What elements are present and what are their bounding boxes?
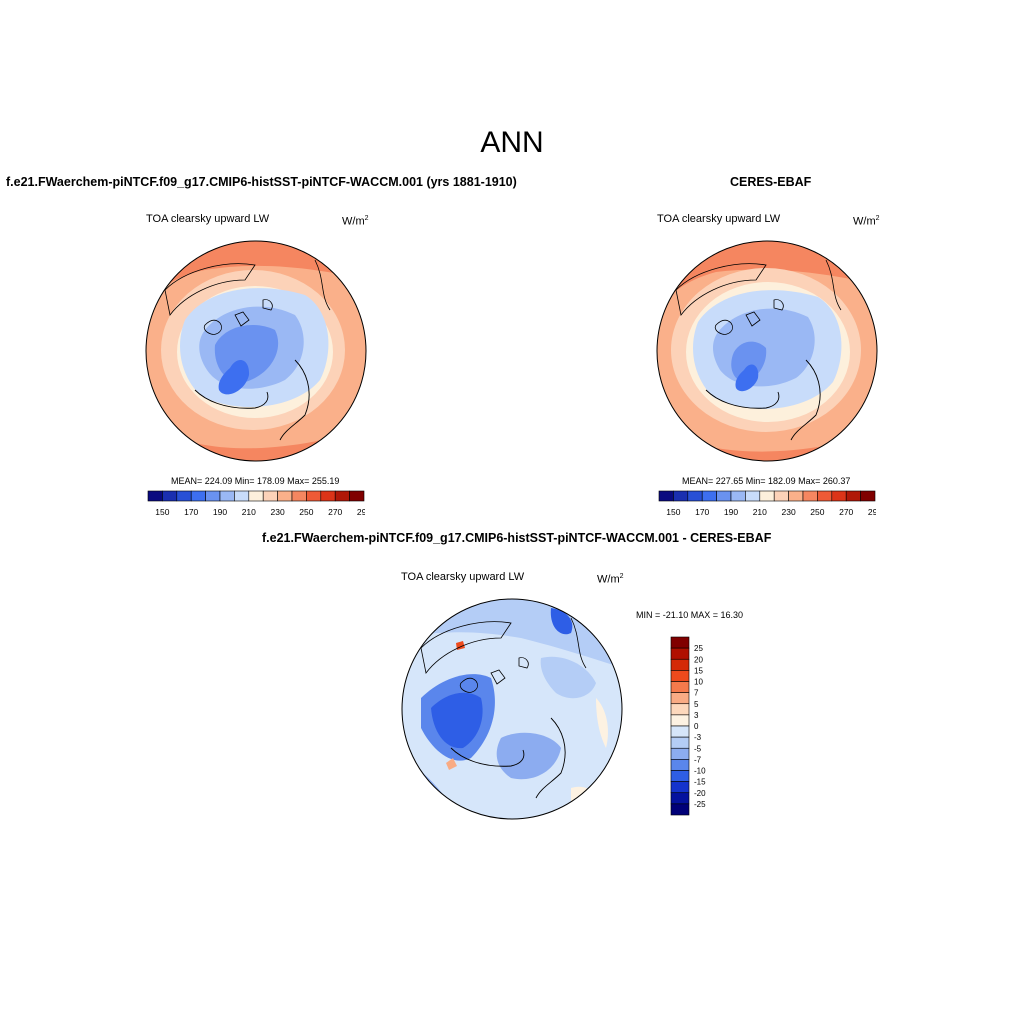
obs-colorbar-cell [701, 490, 717, 502]
model-colorbar-tick-label: 230 [271, 507, 285, 517]
diff-colorbar-label: 7 [694, 689, 699, 698]
diff-colorbar-label: 25 [694, 644, 703, 653]
diff-colorbar-cell [670, 714, 690, 727]
obs-polar-map [656, 240, 878, 462]
obs-colorbar-cell [788, 490, 804, 502]
diff-colorbar-label: -15 [694, 778, 706, 787]
diff-colorbar-cell [670, 781, 690, 794]
diff-unit-label: W/m2 [597, 573, 624, 586]
diff-colorbar-cell [670, 803, 690, 816]
obs-colorbar-cell [716, 490, 732, 502]
model-colorbar-tick-label: 210 [242, 507, 256, 517]
diff-colorbar-cell [670, 736, 690, 749]
diff-stats: MIN = -21.10 MAX = 16.30 [636, 610, 744, 620]
obs-colorbar-cell [817, 490, 833, 502]
diff-colorbar-cell [670, 636, 690, 649]
model-colorbar-cell [234, 490, 250, 502]
diff-colorbar-cell [670, 703, 690, 716]
obs-colorbar-cell [759, 490, 775, 502]
obs-colorbar-cell [831, 490, 847, 502]
obs-colorbar-tick-label: 190 [724, 507, 738, 517]
model-colorbar-tick-label: 170 [184, 507, 198, 517]
model-colorbar-cell [349, 490, 365, 502]
obs-colorbar-tick-label: 270 [839, 507, 853, 517]
diff-colorbar-cell [670, 759, 690, 771]
diff-colorbar-cell [670, 747, 690, 760]
obs-colorbar-tick-label: 170 [695, 507, 709, 517]
model-colorbar-cell [219, 490, 235, 502]
figure-title: ANN [480, 126, 544, 159]
diff-colorbar-label: -5 [694, 744, 702, 753]
model-colorbar-cell [320, 490, 336, 502]
diff-colorbar-cell [670, 647, 690, 660]
obs-colorbar-tick-label: 210 [753, 507, 767, 517]
model-colorbar-cell [190, 490, 206, 502]
diff-colorbar-label: -20 [694, 789, 706, 798]
model-colorbar-cell [277, 490, 293, 502]
model-colorbar-cell [306, 490, 322, 502]
diff-variable-label: TOA clearsky upward LW [401, 571, 525, 583]
model-colorbar-cell [205, 490, 221, 502]
obs-stats: MEAN= 227.65 Min= 182.09 Max= 260.37 [682, 476, 851, 486]
model-colorbar: 150 170 190 210 230 250 270 290 [147, 490, 365, 517]
model-unit-label: W/m2 [342, 215, 369, 228]
obs-variable-label: TOA clearsky upward LW [657, 213, 781, 225]
diff-colorbar-label: 15 [694, 666, 703, 675]
obs-colorbar-cell [658, 490, 674, 502]
diff-colorbar-cell [670, 725, 690, 738]
obs-unit-label: W/m2 [853, 215, 880, 228]
diff-colorbar-label: 10 [694, 678, 703, 687]
diff-colorbar-label: 20 [694, 655, 703, 664]
diff-colorbar-label: -25 [694, 800, 706, 809]
diff-panel-title: f.e21.FWaerchem-piNTCF.f09_g17.CMIP6-his… [262, 531, 772, 545]
diff-colorbar-cell [670, 681, 690, 693]
diff-colorbar-cell [670, 792, 690, 805]
obs-colorbar-tick-label: 230 [782, 507, 796, 517]
diff-colorbar-cell [670, 692, 690, 705]
obs-colorbar-cell [773, 490, 789, 502]
diff-colorbar-cell [670, 658, 690, 671]
diff-colorbar-cell [670, 770, 690, 782]
model-colorbar-tick-label: 150 [155, 507, 169, 517]
model-polar-map [145, 240, 367, 462]
diff-colorbar-label: 3 [694, 711, 699, 720]
obs-colorbar-cell [745, 490, 761, 502]
model-colorbar-cell [176, 490, 192, 502]
model-panel-title: f.e21.FWaerchem-piNTCF.f09_g17.CMIP6-his… [6, 175, 517, 189]
model-colorbar-tick-label: 270 [328, 507, 342, 517]
model-colorbar-cell [147, 490, 163, 502]
obs-colorbar-cell [802, 490, 818, 502]
obs-colorbar: 150 170 190 210 230 250 270 290 [658, 490, 876, 517]
model-colorbar-cell [334, 490, 350, 502]
model-colorbar-cell [291, 490, 307, 502]
obs-colorbar-tick-label: 150 [666, 507, 680, 517]
obs-colorbar-cell [673, 490, 689, 502]
diff-colorbar-label: 0 [694, 722, 699, 731]
diff-colorbar: 25 20 15 10 7 5 3 0 -3 -5 -7 -10 -15 -20 -25 [670, 636, 706, 816]
model-colorbar-cell [262, 490, 278, 502]
diff-colorbar-label: 5 [694, 700, 699, 709]
obs-colorbar-cell [730, 490, 746, 502]
obs-colorbar-tick-label: 250 [810, 507, 824, 517]
model-variable-label: TOA clearsky upward LW [146, 213, 270, 225]
obs-colorbar-cell [845, 490, 861, 502]
diff-colorbar-label: -10 [694, 767, 706, 776]
obs-colorbar-cell [687, 490, 703, 502]
model-colorbar-tick-label: 190 [213, 507, 227, 517]
diff-colorbar-cell [670, 670, 690, 682]
obs-colorbar-tick-label: 290 [868, 507, 876, 517]
model-stats: MEAN= 224.09 Min= 178.09 Max= 255.19 [171, 476, 340, 486]
model-colorbar-cell [248, 490, 264, 502]
obs-colorbar-cell [860, 490, 876, 502]
model-colorbar-tick-label: 250 [299, 507, 313, 517]
obs-panel-title: CERES-EBAF [730, 175, 812, 189]
diff-polar-map [401, 598, 623, 820]
model-colorbar-tick-label: 290 [357, 507, 365, 517]
model-colorbar-cell [162, 490, 178, 502]
diff-colorbar-label: -3 [694, 733, 702, 742]
diff-colorbar-label: -7 [694, 755, 702, 764]
